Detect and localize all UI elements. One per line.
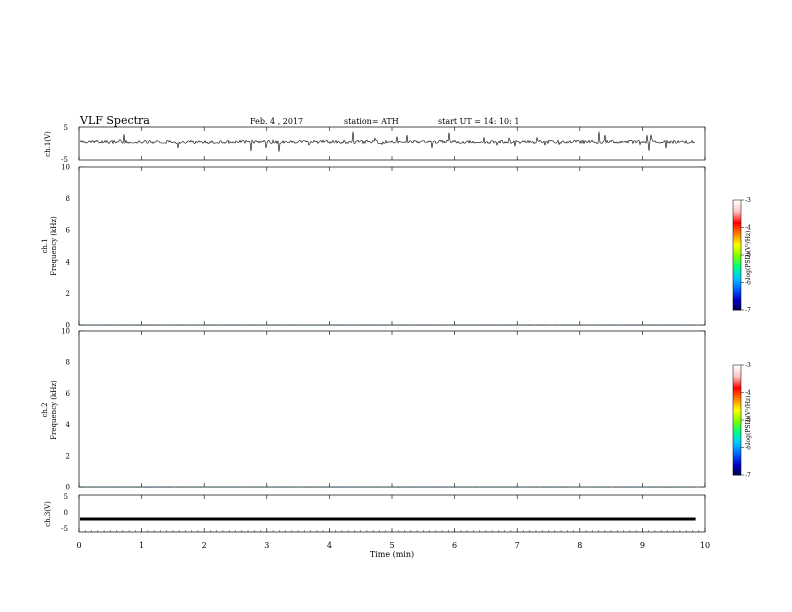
ytick-label: 6 — [66, 227, 71, 235]
date-label: Feb. 4 , 2017 — [250, 117, 303, 126]
ch1-waveform-ylabel: ch.1(V) — [44, 131, 52, 157]
figure-title: VLF Spectra — [79, 114, 150, 127]
time-tick-label: 4 — [327, 541, 332, 550]
ch1-colorbar-label: log(PSD)(V²/Hz) — [745, 231, 752, 280]
ytick-label: 2 — [66, 290, 70, 298]
ch3-waveform-panel: 5 0 -5 ch.3(V) — [44, 493, 705, 533]
ch1-spectrogram-ylabel-2: Frequency (kHz) — [50, 216, 58, 276]
ytick-label: 10 — [61, 328, 70, 336]
time-tick-label: 10 — [700, 541, 710, 550]
ch1-waveform-frame — [79, 127, 705, 160]
time-tick-label: 7 — [515, 541, 520, 550]
ch2-spectrogram-frame — [79, 331, 705, 487]
ytick-label: 0 — [66, 484, 70, 492]
ytick-label: 4 — [66, 421, 71, 429]
ch2-colorbar-label: log(PSD)(V²/Hz) — [745, 396, 752, 445]
colorbar-tick-label: -7 — [745, 472, 751, 479]
ytick-label: 8 — [66, 359, 70, 367]
time-axis-label: Time (min) — [370, 550, 414, 559]
time-tick-label: 1 — [139, 541, 144, 550]
ch2-spectrogram-ylabel-1: ch.2 — [41, 402, 49, 417]
colorbar-tick-label: -6 — [745, 445, 751, 452]
time-tick-label: 5 — [389, 541, 394, 550]
colorbar-tick-label: -6 — [745, 280, 751, 287]
ch1-ytick-top: 5 — [64, 124, 68, 132]
ytick-label: 4 — [66, 258, 71, 266]
ch3-ytick-top: 5 — [64, 493, 68, 501]
time-tick-label: 9 — [640, 541, 645, 550]
station-label: station= ATH — [344, 117, 399, 126]
colorbar-tick-label: -7 — [745, 307, 751, 314]
colorbar-tick-label: -3 — [745, 197, 751, 204]
ytick-label: 6 — [66, 390, 71, 398]
start-time-label: start UT = 14: 10: 1 — [438, 117, 519, 126]
colorbar-tick-label: -4 — [745, 225, 751, 232]
time-tick-label: 3 — [264, 541, 269, 550]
ytick-label: 10 — [61, 164, 70, 172]
ch1-waveform-panel: 5 -5 ch.1(V) — [44, 124, 705, 164]
ch3-waveform-ylabel: ch.3(V) — [44, 501, 52, 527]
time-tick-label: 0 — [76, 541, 81, 550]
ch3-waveform-frame — [79, 495, 705, 532]
ytick-label: 8 — [66, 195, 70, 203]
ch2-spectrogram-ylabel-2: Frequency (kHz) — [50, 380, 58, 440]
ch1-spectrogram-ylabel-1: ch.1 — [41, 238, 49, 253]
ch3-ytick-bottom: -5 — [61, 525, 68, 533]
ytick-label: 2 — [66, 452, 70, 460]
colorbar-tick-label: -4 — [745, 390, 751, 397]
ch2-spectrogram-panel: 0 2 4 6 8 10 ch.2 Frequency (kHz) — [41, 328, 705, 492]
ch3-ytick-mid: 0 — [64, 509, 68, 517]
time-tick-label: 8 — [577, 541, 582, 550]
ch1-spectrogram-frame — [79, 167, 705, 325]
time-tick-label: 2 — [202, 541, 207, 550]
time-tick-label: 6 — [452, 541, 457, 550]
colorbar-tick-label: -3 — [745, 362, 751, 369]
